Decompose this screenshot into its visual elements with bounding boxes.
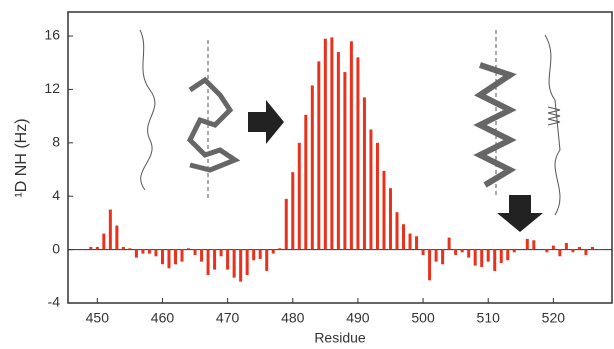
x-axis-label: Residue (314, 330, 366, 346)
y-tick-label: -4 (48, 294, 61, 310)
bar (121, 246, 125, 250)
bar (291, 172, 295, 250)
bar (271, 249, 275, 254)
x-tick-label: 470 (216, 310, 240, 326)
bar (284, 198, 288, 250)
bar (356, 57, 360, 250)
bar (382, 170, 386, 250)
bar (323, 38, 327, 250)
bar (115, 225, 119, 250)
bar (362, 97, 366, 250)
bar (375, 142, 379, 250)
bar (454, 249, 458, 255)
bar (239, 249, 243, 282)
bar (532, 240, 536, 250)
bar (486, 249, 490, 262)
bar (564, 242, 568, 250)
y-axis-label: ¹D NH (Hz) (13, 118, 30, 197)
x-tick-label: 510 (477, 310, 501, 326)
bar (89, 246, 93, 250)
bar (187, 248, 191, 250)
bar (141, 249, 145, 254)
bar (297, 142, 301, 250)
bar (493, 249, 497, 271)
bar (369, 129, 373, 250)
bar (226, 249, 230, 270)
bar (330, 37, 334, 250)
bar (434, 249, 438, 262)
illustration (139, 29, 561, 216)
bar (388, 188, 392, 250)
bar (193, 249, 197, 255)
y-tick-label: 8 (52, 134, 60, 150)
x-tick-label: 500 (411, 310, 435, 326)
bar (206, 249, 210, 275)
y-tick-label: 16 (44, 27, 60, 43)
bar (95, 246, 99, 250)
bar (467, 249, 471, 258)
bar (128, 248, 132, 250)
bar (173, 249, 177, 265)
bar (395, 212, 399, 250)
bar (108, 209, 112, 250)
plot-frame (67, 11, 613, 304)
bar (258, 249, 262, 259)
bar (441, 249, 445, 265)
x-tick-label: 520 (542, 310, 566, 326)
bar (447, 237, 451, 250)
bar (499, 249, 503, 263)
bar (265, 249, 269, 271)
bar (154, 249, 158, 257)
bar (200, 249, 204, 262)
y-tick-label: 0 (52, 240, 60, 256)
arrow-down (497, 195, 543, 232)
bar (590, 246, 594, 250)
bar (232, 249, 236, 278)
bar (304, 114, 308, 250)
bar (349, 41, 353, 250)
bar (480, 249, 484, 267)
bar (558, 249, 562, 257)
bar (428, 249, 432, 281)
bar (577, 246, 581, 250)
bar (219, 249, 223, 257)
bar (525, 238, 529, 250)
bar (551, 245, 555, 250)
bar (402, 224, 406, 250)
bar (460, 249, 464, 253)
bar (506, 249, 510, 261)
arrow-right (248, 100, 284, 144)
bar (252, 249, 256, 261)
bar (584, 249, 588, 255)
bar (147, 249, 151, 254)
bar (571, 249, 575, 253)
bar (317, 61, 321, 250)
x-tick-label: 490 (346, 310, 370, 326)
bar (343, 72, 347, 250)
y-tick-label: 12 (44, 80, 60, 96)
bar (102, 233, 106, 250)
bar (473, 249, 477, 266)
x-tick-label: 480 (281, 310, 305, 326)
bar (415, 236, 419, 250)
bar (245, 249, 249, 275)
bar (421, 249, 425, 255)
x-tick-label: 450 (86, 310, 110, 326)
bar (167, 249, 171, 269)
bar (278, 248, 282, 250)
bar (310, 85, 314, 250)
x-tick-label: 460 (151, 310, 175, 326)
y-tick-label: 4 (52, 187, 60, 203)
bar (512, 249, 516, 253)
bar (134, 249, 138, 258)
bar (180, 249, 184, 262)
bar (408, 233, 412, 250)
bar (213, 249, 217, 270)
bar (160, 249, 164, 265)
bar (336, 52, 340, 250)
bar (545, 249, 549, 253)
